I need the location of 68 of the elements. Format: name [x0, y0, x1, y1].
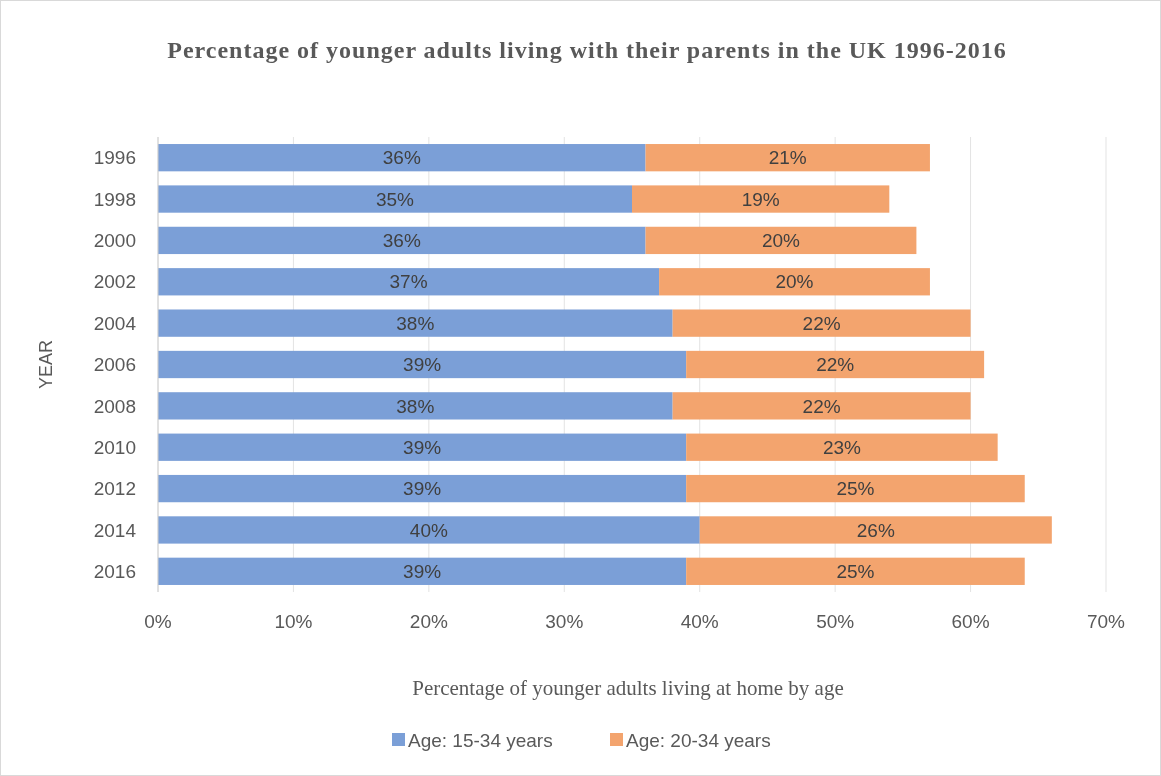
y-tick-label: 2012: [93, 478, 136, 500]
bar: [158, 144, 646, 172]
y-tick-label: 2004: [93, 312, 137, 334]
y-tick-label: 2000: [93, 230, 136, 252]
bar: [686, 474, 1025, 503]
data-label: 38%: [396, 395, 435, 417]
x-tick-label: 70%: [1086, 611, 1126, 632]
bar: [699, 516, 1052, 544]
data-label: 22%: [816, 354, 855, 376]
bar: [686, 557, 1025, 585]
bar: [158, 433, 687, 461]
data-label: 39%: [403, 478, 442, 500]
data-label: 23%: [822, 436, 862, 458]
data-label: 37%: [389, 271, 428, 293]
data-label: 38%: [396, 312, 435, 334]
bar: [158, 226, 646, 255]
data-label: 21%: [768, 147, 807, 169]
data-label: 26%: [856, 519, 895, 541]
y-axis-title: YEAR: [36, 339, 56, 390]
y-tick-label: 2010: [93, 436, 136, 458]
x-tick-label: 30%: [545, 611, 584, 632]
bar: [158, 392, 673, 420]
bar: [632, 185, 890, 213]
y-tick-label: 1996: [93, 147, 136, 169]
y-tick-label: 2002: [93, 271, 136, 293]
bar: [645, 144, 930, 172]
x-axis-title: Percentage of younger adults living at home by age: [412, 676, 844, 700]
data-label: 20%: [775, 271, 814, 293]
bar: [672, 392, 971, 420]
y-tick-label: 2014: [93, 519, 137, 541]
data-label: 36%: [382, 147, 421, 169]
legend-label: Age: 20-34 years: [626, 729, 771, 751]
data-label: 36%: [382, 230, 421, 252]
x-tick-label: 40%: [680, 611, 719, 632]
data-label: 22%: [802, 395, 841, 417]
data-label: 20%: [761, 230, 801, 252]
bar: [686, 350, 985, 379]
bar: [686, 433, 998, 461]
x-tick-label: 20%: [409, 611, 448, 632]
bar: [659, 268, 930, 296]
x-tick-label: 60%: [951, 611, 990, 632]
y-tick-label: 2008: [93, 395, 136, 417]
bar: [158, 474, 687, 503]
bar: [158, 557, 687, 585]
y-tick-label: 2016: [93, 560, 136, 582]
bar: [158, 309, 673, 337]
x-tick-label: 50%: [816, 611, 855, 632]
y-tick-label: 2006: [93, 354, 136, 376]
x-tick-label: 10%: [274, 611, 313, 632]
data-label: 19%: [741, 188, 780, 210]
data-label: 39%: [403, 560, 442, 582]
x-tick-label: 0%: [144, 611, 172, 632]
data-label: 40%: [409, 519, 448, 541]
legend-label: Age: 15-34 years: [408, 729, 553, 751]
bar: [158, 516, 700, 544]
bar: [158, 350, 687, 379]
data-label: 39%: [403, 354, 442, 376]
chart-title: Percentage of younger adults living with their parents in the UK 1996-2016: [167, 37, 1007, 63]
data-label: 35%: [375, 188, 415, 210]
y-tick-label: 1998: [93, 188, 136, 210]
data-label: 39%: [403, 436, 442, 458]
data-label: 25%: [836, 560, 875, 582]
bar: [672, 309, 971, 337]
bar: [158, 185, 632, 213]
data-label: 25%: [836, 478, 875, 500]
bar: [158, 268, 660, 296]
data-label: 22%: [802, 312, 841, 334]
bar: [645, 226, 917, 255]
